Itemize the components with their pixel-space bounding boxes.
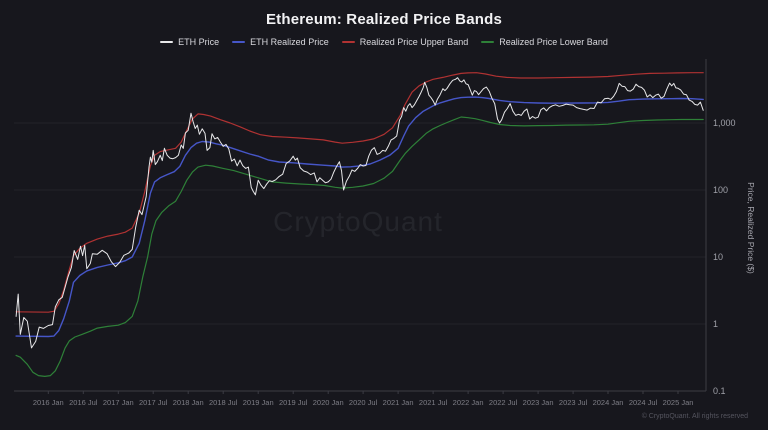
legend-label: Realized Price Upper Band [359,37,469,47]
x-tick-label: 2017 Jul [139,398,168,407]
x-tick-label: 2023 Jul [559,398,588,407]
legend-label: Realized Price Lower Band [499,37,608,47]
series-line-eth-realized-price [15,96,704,338]
legend-label: ETH Price [178,37,220,47]
x-tick-label: 2017 Jan [103,398,134,407]
x-tick-label: 2016 Jan [33,398,64,407]
y-tick-label: 0.1 [713,386,726,396]
x-tick-label: 2022 Jul [489,398,518,407]
y-tick-label: 10 [713,252,723,262]
legend-item-realized-price-lower-band[interactable]: Realized Price Lower Band [481,37,608,47]
series-line-eth-price [15,77,704,349]
x-tick-label: 2019 Jul [279,398,308,407]
series-line-realized-price-lower-band [15,116,704,377]
legend-item-eth-price[interactable]: ETH Price [160,37,219,47]
legend-item-realized-price-upper-band[interactable]: Realized Price Upper Band [341,37,469,47]
legend-label: ETH Realized Price [250,37,329,47]
x-tick-label: 2018 Jan [173,398,204,407]
x-tick-label: 2025 Jan [663,398,694,407]
copyright: © CryptoQuant. All rights reserved [641,413,748,420]
legend-item-eth-realized-price[interactable]: ETH Realized Price [232,37,329,47]
x-tick-label: 2018 Jul [209,398,238,407]
x-tick-label: 2020 Jan [313,398,344,407]
legend-swatch-eth-realized-price [232,41,246,43]
legend-swatch-realized-price-upper-band [341,41,355,43]
x-tick-label: 2022 Jan [453,398,484,407]
y-axis-title: Price, Realized Price ($) [746,182,756,274]
legend-swatch-realized-price-lower-band [481,41,495,43]
x-tick-label: 2021 Jul [419,398,448,407]
legend: ETH Price ETH Realized Price Realized Pric… [0,37,768,47]
x-tick-label: 2020 Jul [349,398,378,407]
page-title: Ethereum: Realized Price Bands [265,11,503,28]
series-line-realized-price-upper-band [15,72,704,313]
y-tick-label: 100 [713,185,728,195]
y-tick-label: 1 [713,319,718,329]
x-tick-label: 2016 Jul [69,398,98,407]
x-tick-label: 2023 Jan [523,398,554,407]
x-tick-label: 2019 Jan [243,398,274,407]
x-tick-label: 2024 Jul [629,398,658,407]
y-tick-label: 1,000 [713,118,736,128]
legend-swatch-eth-price [160,41,174,43]
x-tick-label: 2021 Jan [383,398,414,407]
x-tick-label: 2024 Jan [593,398,624,407]
